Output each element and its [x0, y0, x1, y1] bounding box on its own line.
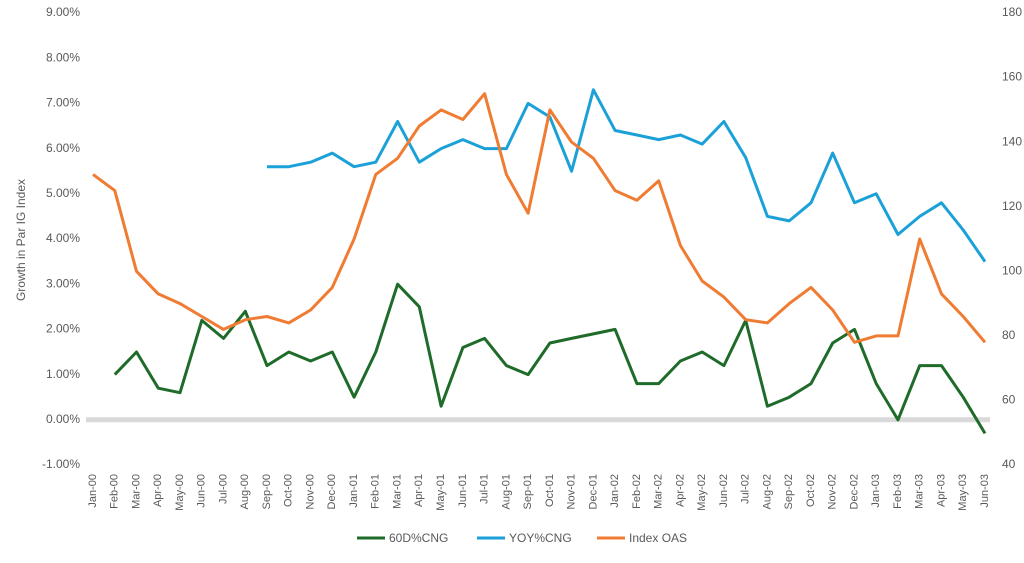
x-tick-label: May-00 [174, 474, 186, 511]
legend-label: YOY%CNG [509, 531, 572, 545]
x-tick-label: Jan-02 [609, 474, 621, 508]
y-tick-label: 0.00% [46, 412, 80, 426]
x-tick-label: Apr-03 [935, 474, 947, 507]
x-tick-label: Jan-03 [870, 474, 882, 508]
x-tick-label: Apr-00 [152, 474, 164, 507]
series-line [267, 88, 987, 263]
x-tick-label: Mar-01 [391, 474, 403, 509]
x-tick-label: Jun-01 [457, 474, 469, 508]
x-tick-label: Jun-00 [196, 474, 208, 508]
x-tick-label: Jan-00 [87, 474, 99, 508]
x-tick-label: Aug-02 [761, 474, 773, 509]
y-tick-label: 7.00% [46, 96, 80, 110]
x-tick-label: Mar-03 [914, 474, 926, 509]
x-tick-label: Oct-00 [283, 474, 295, 507]
x-tick-label: Dec-01 [587, 474, 599, 509]
y-tick-label: -1.00% [42, 457, 80, 471]
x-tick-label: Jun-02 [718, 474, 730, 508]
x-tick-label: Oct-02 [805, 474, 817, 507]
y-tick-label: 5.00% [46, 186, 80, 200]
y2-tick-label: 100 [1002, 263, 1022, 277]
x-tick-label: May-02 [696, 474, 708, 511]
x-tick-label: Feb-02 [631, 474, 643, 509]
x-tick-label: Sep-02 [783, 474, 795, 509]
x-tick-label: Dec-00 [326, 474, 338, 509]
x-tick-label: Apr-02 [674, 474, 686, 507]
x-tick-label: Nov-01 [566, 474, 578, 509]
y-tick-label: 1.00% [46, 367, 80, 381]
y-tick-label: 3.00% [46, 276, 80, 290]
y2-tick-label: 80 [1002, 328, 1016, 342]
y2-tick-label: 180 [1002, 5, 1022, 19]
y-tick-label: 2.00% [46, 322, 80, 336]
legend-label: 60D%CNG [389, 531, 448, 545]
y-tick-label: 8.00% [46, 50, 80, 64]
y-axis-label: Growth in Par IG Index [14, 179, 28, 301]
y-tick-label: 6.00% [46, 141, 80, 155]
x-tick-label: Aug-01 [500, 474, 512, 509]
series-line [92, 92, 987, 344]
x-tick-label: Feb-00 [109, 474, 121, 509]
x-tick-label: Jun-03 [979, 474, 991, 508]
x-tick-label: Aug-00 [239, 474, 251, 509]
x-tick-label: Jul-01 [479, 474, 491, 504]
legend-label: Index OAS [629, 531, 687, 545]
x-tick-label: May-01 [435, 474, 447, 511]
x-tick-label: Sep-00 [261, 474, 273, 509]
y-tick-label: 4.00% [46, 231, 80, 245]
x-tick-label: Feb-01 [370, 474, 382, 509]
x-tick-label: Apr-01 [413, 474, 425, 507]
x-tick-label: Jul-02 [740, 474, 752, 504]
x-tick-label: Sep-01 [522, 474, 534, 509]
series-line [113, 282, 987, 435]
y2-tick-label: 60 [1002, 393, 1016, 407]
x-tick-label: Jul-00 [217, 474, 229, 504]
x-tick-label: Jan-01 [348, 474, 360, 508]
x-tick-label: Nov-00 [304, 474, 316, 509]
x-tick-label: Mar-00 [130, 474, 142, 509]
y2-tick-label: 140 [1002, 134, 1022, 148]
y2-tick-label: 40 [1002, 457, 1016, 471]
x-tick-label: May-03 [957, 474, 969, 511]
y2-tick-label: 160 [1002, 70, 1022, 84]
y2-tick-label: 120 [1002, 199, 1022, 213]
x-tick-label: Oct-01 [544, 474, 556, 507]
y-tick-label: 9.00% [46, 5, 80, 19]
x-tick-label: Dec-02 [848, 474, 860, 509]
x-tick-label: Mar-02 [653, 474, 665, 509]
x-tick-label: Nov-02 [827, 474, 839, 509]
x-tick-label: Feb-03 [892, 474, 904, 509]
